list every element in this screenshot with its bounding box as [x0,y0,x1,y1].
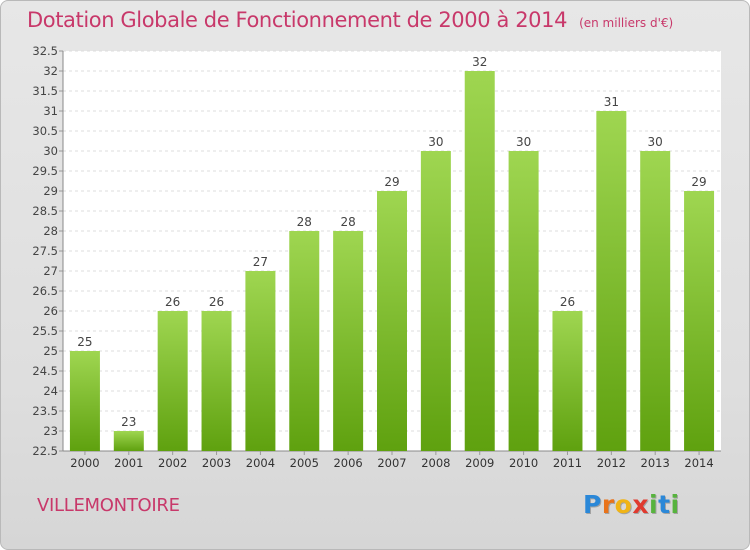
y-tick-label: 29.5 [32,164,58,178]
logo-letter: o [614,490,633,519]
x-tick-label: 2014 [684,456,713,470]
bar [640,151,671,451]
logo-letter: i [649,490,659,519]
x-tick-label: 2009 [465,456,494,470]
y-tick-label: 24 [43,384,58,398]
logo-letter: t [658,490,671,519]
bar [113,431,144,451]
x-tick-label: 2011 [553,456,582,470]
y-tick-label: 25 [43,344,58,358]
bar-value-label: 28 [297,215,312,229]
x-tick-label: 2010 [509,456,538,470]
bar [69,351,100,451]
y-tick-label: 27.5 [32,244,58,258]
y-tick-label: 23 [43,424,58,438]
y-tick-label: 28.5 [32,204,58,218]
bar [596,111,627,451]
y-tick-label: 31 [43,104,58,118]
x-tick-label: 2002 [158,456,187,470]
y-tick-label: 30.5 [32,124,58,138]
bar-value-label: 28 [340,215,355,229]
x-tick-label: 2001 [114,456,143,470]
bar [201,311,232,451]
logo-letter: x [632,490,649,519]
logo-letter: i [670,490,680,519]
chart-subtitle: (en milliers d'€) [579,16,674,30]
y-tick-label: 24.5 [32,364,58,378]
bar [289,231,320,451]
y-tick-label: 23.5 [32,404,58,418]
x-tick-label: 2003 [202,456,231,470]
bar [333,231,364,451]
y-tick-label: 29 [43,184,58,198]
bar [377,191,407,451]
x-tick-label: 2013 [641,456,670,470]
x-tick-label: 2005 [290,456,319,470]
y-tick-label: 32.5 [32,44,58,58]
bar-value-label: 32 [472,55,487,69]
bar-value-label: 30 [516,135,531,149]
bar [684,191,715,451]
x-tick-label: 2004 [246,456,275,470]
y-tick-label: 26.5 [32,284,58,298]
y-tick-label: 25.5 [32,324,58,338]
x-tick-label: 2012 [597,456,626,470]
bar-value-label: 29 [691,175,706,189]
bar-value-label: 27 [253,255,268,269]
y-tick-label: 32 [43,64,58,78]
place-name: VILLEMONTOIRE [37,495,180,516]
y-tick-label: 22.5 [32,444,58,458]
bar-value-label: 25 [77,335,92,349]
bar-value-label: 26 [165,295,180,309]
bar-value-label: 30 [648,135,663,149]
logo-letter: P [583,490,602,519]
chart-title-text: Dotation Globale de Fonctionnement de 20… [27,8,568,32]
bar [245,271,276,451]
y-tick-label: 26 [43,304,58,318]
y-tick-label: 28 [43,224,58,238]
bar [157,311,188,451]
proxiti-logo: Proxiti [583,490,680,519]
x-tick-label: 2000 [70,456,99,470]
chart-title: Dotation Globale de Fonctionnement de 20… [27,8,673,32]
bar-value-label: 26 [209,295,224,309]
logo-letter: r [601,490,615,519]
x-tick-label: 2006 [333,456,362,470]
bar-value-label: 26 [560,295,575,309]
bar-value-label: 30 [428,135,443,149]
bar [420,151,451,451]
bar [508,151,539,451]
bar [552,311,583,451]
bar-value-label: 23 [121,415,136,429]
bar [464,71,495,451]
bar-value-label: 29 [384,175,399,189]
y-tick-label: 30 [43,144,58,158]
bar-value-label: 31 [604,95,619,109]
y-tick-label: 27 [43,264,58,278]
x-tick-label: 2008 [421,456,450,470]
y-tick-label: 31.5 [32,84,58,98]
x-tick-label: 2007 [377,456,406,470]
